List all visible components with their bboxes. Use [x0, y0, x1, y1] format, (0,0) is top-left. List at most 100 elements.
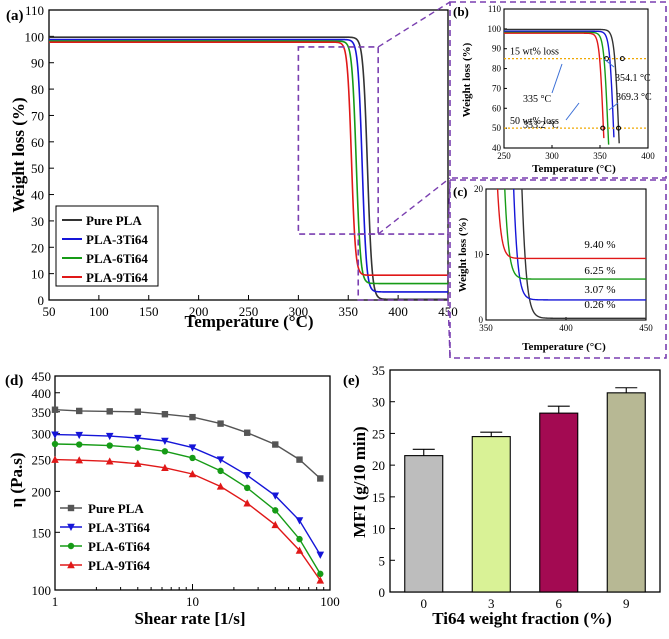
series-line-pla-9ti64 — [496, 189, 646, 260]
bar — [404, 455, 444, 593]
series-line-pure-pla — [521, 189, 646, 319]
y-axis-title: η (Pa.s) — [7, 453, 26, 508]
x-tick-label: 100 — [89, 304, 109, 319]
series-line-pure-pla — [504, 28, 620, 144]
y-tick-label: 50 — [31, 161, 44, 176]
zoom-box-c — [357, 233, 449, 301]
data-point — [76, 441, 83, 448]
inset-frame-c — [449, 179, 667, 359]
annotation-arrow — [603, 58, 615, 68]
y-tick-label: 100 — [25, 29, 45, 44]
y-tick-label: 50 — [492, 123, 502, 133]
x-tick-label: 0 — [421, 596, 428, 611]
x-axis-title: Temperature (°C) — [184, 312, 313, 331]
x-tick-label: 150 — [139, 304, 159, 319]
curves-c — [496, 189, 646, 319]
y-tick-label: 70 — [31, 108, 44, 123]
y-tick-label: 25 — [372, 426, 385, 441]
y-tick-label: 10 — [372, 522, 385, 537]
reference-label: 15 wt% loss — [510, 47, 559, 58]
residue-label: 6.25 % — [584, 265, 615, 277]
data-point — [216, 482, 225, 490]
x-axis-title: Temperature (°C) — [532, 163, 616, 175]
residue-label: 9.40 % — [584, 239, 615, 251]
data-point — [51, 431, 59, 439]
x-tick-label: 9 — [623, 596, 630, 611]
y-tick-label: 300 — [32, 427, 52, 442]
residue-label: 3.07 % — [584, 284, 615, 296]
x-tick-label: 350 — [479, 323, 493, 333]
data-point — [51, 440, 59, 448]
x-tick-label: 50 — [43, 304, 56, 319]
panel-d: 1 10 100 100 150 200 250 300 350 400 450 Pure PLA PL… — [5, 369, 340, 628]
data-point — [243, 472, 252, 480]
panel-label: (d) — [5, 373, 23, 389]
y-tick-label: 70 — [492, 83, 502, 93]
x-tick-label: 350 — [593, 151, 607, 161]
data-point — [317, 570, 324, 578]
y-tick-label: 400 — [32, 386, 52, 401]
series-line-pla-9ti64 — [504, 32, 605, 139]
x-tick-label: 10 — [186, 594, 199, 609]
x-tick-label: 100 — [320, 594, 340, 609]
y-tick-label: 0 — [379, 585, 386, 600]
data-point — [243, 499, 252, 507]
y-tick-label: 60 — [31, 135, 44, 150]
data-point — [106, 442, 113, 449]
x-axis-title: Temperature (°C) — [522, 341, 606, 353]
plot-frame — [389, 369, 661, 593]
series-line-pla-6ti64 — [49, 40, 448, 285]
x-tick-label: 200 — [189, 304, 209, 319]
curves-b — [504, 28, 620, 145]
x-axis-title: Shear rate [1/s] — [134, 609, 245, 628]
bar — [606, 392, 646, 593]
y-tick-label: 30 — [31, 214, 44, 229]
data-point — [272, 441, 279, 448]
panel-label: (c) — [453, 184, 467, 199]
legend-label: PLA-3Ti64 — [88, 520, 150, 535]
annotation-arrow — [608, 102, 619, 111]
series-line-pla-6ti64 — [504, 31, 610, 145]
bar — [471, 436, 511, 593]
data-point — [272, 507, 279, 514]
y-tick-label: 450 — [32, 369, 52, 384]
data-point — [133, 459, 142, 467]
y-axis-title: Weight loss (%) — [461, 42, 473, 117]
data-point — [217, 420, 224, 427]
data-point — [75, 456, 84, 464]
annotation: 354.1 °C — [615, 73, 651, 84]
series-line-pure-pla — [54, 409, 321, 480]
zoom-connector — [377, 1, 451, 48]
panel-e: 0 5 10 15 20 25 30 35 0 3 6 9 (e) Ti64 weight fractio… — [343, 363, 661, 628]
annotation: 369.3 °C — [616, 92, 652, 103]
x-tick-label: 3 — [488, 596, 495, 611]
x-tick-label: 6 — [556, 596, 563, 611]
data-point — [188, 444, 197, 452]
data-point — [133, 434, 142, 443]
y-axis-title: Weight loss (%) — [457, 217, 469, 292]
panel-a: 5010015020025030035040045001020304050607… — [6, 1, 458, 359]
data-point — [67, 561, 75, 569]
panel-label: (a) — [6, 8, 24, 24]
data-point — [134, 408, 141, 415]
legend-label: PLA-3Ti64 — [86, 232, 148, 247]
data-point — [51, 406, 59, 413]
y-tick-label: 100 — [32, 583, 52, 598]
x-tick-label: 250 — [497, 151, 511, 161]
y-tick-label: 35 — [372, 363, 385, 378]
panel-b: 250 300 350 400 40 50 60 70 80 90 100 110 15 wt% los… — [449, 1, 667, 179]
series-line-pla-9ti64 — [49, 41, 448, 277]
y-tick-label: 350 — [32, 405, 52, 420]
y-tick-label: 110 — [25, 3, 44, 18]
legend-label: PLA-9Ti64 — [86, 270, 148, 285]
y-tick-label: 20 — [372, 458, 385, 473]
y-tick-label: 200 — [32, 484, 52, 499]
data-point — [316, 576, 325, 584]
y-tick-label: 80 — [492, 64, 502, 74]
data-point — [296, 535, 303, 543]
x-tick-label: 300 — [545, 151, 559, 161]
annotation: 335 °C — [523, 94, 551, 105]
y-tick-label: 150 — [32, 525, 52, 540]
x-tick-label: 300 — [289, 304, 309, 319]
data-point — [105, 432, 114, 441]
